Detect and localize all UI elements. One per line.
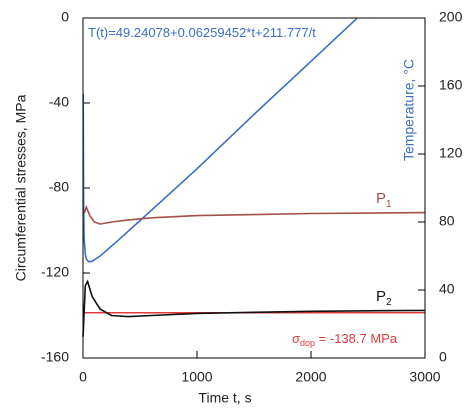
y2-tick-label: 120 (439, 145, 463, 161)
reference-label-sub: dop (300, 338, 315, 348)
series-label: P2 (376, 288, 392, 308)
x-tick-label: 1000 (181, 369, 212, 385)
series-label-sub: 2 (386, 297, 392, 308)
plot-frame (82, 17, 426, 359)
reference-label-rest: = -138.7 MPa (315, 331, 398, 346)
x-axis-title: Time t, s (198, 390, 251, 406)
series-label-text: P (376, 288, 386, 305)
series-label: T(t)=49.24078+0.06259452*t+211.777/t (88, 25, 316, 40)
y2-axis-title: Temperature, °C (401, 59, 417, 161)
series-line (82, 279, 426, 337)
y2-tick-label: 160 (439, 77, 463, 93)
y2-tick-label: 200 (439, 9, 463, 25)
y-tick-label: -40 (49, 94, 69, 110)
y-tick-label: -80 (49, 179, 69, 195)
x-tick-label: 2000 (295, 369, 326, 385)
x-tick-label: 0 (79, 369, 87, 385)
y-tick-label: 0 (61, 9, 69, 25)
y-tick-label: -160 (41, 349, 69, 365)
series-label-sub: 1 (386, 199, 392, 210)
y2-tick-label: 0 (439, 349, 447, 365)
series-label-text: T(t)=49.24078+0.06259452*t+211.777/t (88, 25, 316, 40)
series-line (82, 18, 358, 263)
x-tick-label: 3000 (409, 369, 440, 385)
y-axis-title: Circumferential stresses, MPa (13, 94, 29, 281)
reference-label: σdop = -138.7 MPa (292, 331, 398, 348)
series-label-text: P (376, 190, 386, 207)
y2-tick-label: 40 (439, 281, 455, 297)
series-line (83, 204, 426, 225)
series-label: P1 (376, 190, 392, 210)
reference-label-symbol: σ (292, 331, 300, 346)
y2-tick-label: 80 (439, 213, 455, 229)
y-tick-label: -120 (41, 264, 69, 280)
